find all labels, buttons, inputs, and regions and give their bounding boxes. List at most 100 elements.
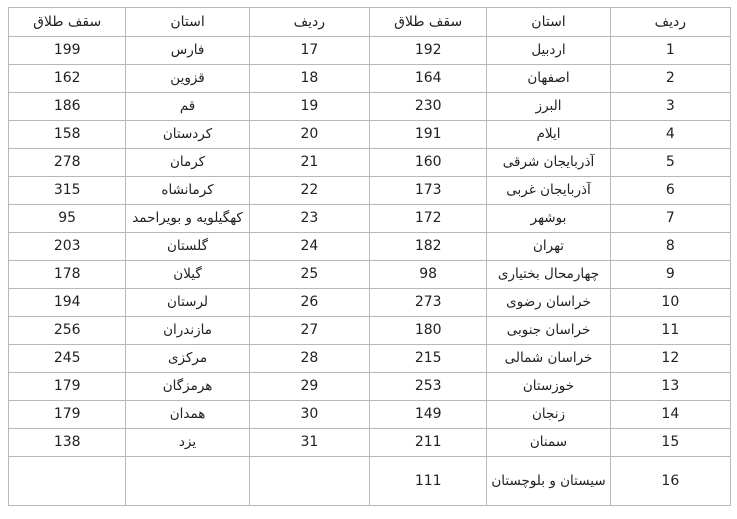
row-number-cell: 4 bbox=[609, 120, 732, 149]
row-number-cell: 18 bbox=[248, 64, 371, 93]
row-number-cell: 15 bbox=[609, 428, 732, 457]
divorce-limit-table-container: ردیف استان سقف طلاق ردیف استان سقف طلاق … bbox=[7, 7, 732, 506]
table-row: 7 بوشهر 172 23 کهگیلویه و بویراحمد 95 bbox=[7, 204, 732, 233]
header-province: استان bbox=[486, 7, 611, 37]
table-row: 9 چهارمحال بختیاری 98 25 گیلان 178 bbox=[7, 260, 732, 289]
divorce-limit-cell: 211 bbox=[369, 428, 488, 457]
divorce-limit-cell: 253 bbox=[369, 372, 488, 401]
table-row: 5 آذربایجان شرقی 160 21 کرمان 278 bbox=[7, 148, 732, 177]
divorce-limit-cell: 192 bbox=[369, 36, 488, 65]
divorce-limit-cell: 138 bbox=[7, 428, 127, 457]
province-name-cell: آذربایجان شرقی bbox=[486, 148, 611, 177]
province-name-cell: مازندران bbox=[125, 316, 250, 345]
province-name-cell: البرز bbox=[486, 92, 611, 121]
row-number-cell: 3 bbox=[609, 92, 732, 121]
divorce-limit-cell: 180 bbox=[369, 316, 488, 345]
divorce-limit-cell: 194 bbox=[7, 288, 127, 317]
row-number-cell: 31 bbox=[248, 428, 371, 457]
row-number-cell: 2 bbox=[609, 64, 732, 93]
province-name-cell: کرمانشاه bbox=[125, 176, 250, 205]
province-name-cell: زنجان bbox=[486, 400, 611, 429]
row-number-cell: 27 bbox=[248, 316, 371, 345]
row-number-cell: 20 bbox=[248, 120, 371, 149]
province-name-cell: خراسان رضوی bbox=[486, 288, 611, 317]
divorce-limit-cell: 158 bbox=[7, 120, 127, 149]
divorce-limit-cell: 215 bbox=[369, 344, 488, 373]
divorce-limit-cell: 273 bbox=[369, 288, 488, 317]
divorce-limit-cell: 278 bbox=[7, 148, 127, 177]
divorce-limit-cell: 199 bbox=[7, 36, 127, 65]
divorce-limit-cell: 256 bbox=[7, 316, 127, 345]
row-number-cell bbox=[248, 456, 371, 506]
header-divorce-limit: سقف طلاق bbox=[369, 7, 488, 37]
table-row: 2 اصفهان 164 18 قزوین 162 bbox=[7, 64, 732, 93]
divorce-limit-cell: 315 bbox=[7, 176, 127, 205]
row-number-cell: 8 bbox=[609, 232, 732, 261]
province-name-cell: آذربایجان غربی bbox=[486, 176, 611, 205]
divorce-limit-cell: 164 bbox=[369, 64, 488, 93]
province-name-cell: مرکزی bbox=[125, 344, 250, 373]
province-name-cell: گلستان bbox=[125, 232, 250, 261]
table-row: 3 البرز 230 19 قم 186 bbox=[7, 92, 732, 121]
row-number-cell: 23 bbox=[248, 204, 371, 233]
province-name-cell: قم bbox=[125, 92, 250, 121]
province-name-cell: سمنان bbox=[486, 428, 611, 457]
header-row-number: ردیف bbox=[609, 7, 732, 37]
divorce-limit-cell: 191 bbox=[369, 120, 488, 149]
divorce-limit-cell: 179 bbox=[7, 400, 127, 429]
divorce-limit-cell: 173 bbox=[369, 176, 488, 205]
province-name-cell: هرمزگان bbox=[125, 372, 250, 401]
table-body: 1 اردبیل 192 17 فارس 199 2 اصفهان 164 18 قزوین 162 3… bbox=[7, 36, 732, 506]
row-number-cell: 12 bbox=[609, 344, 732, 373]
row-number-cell: 10 bbox=[609, 288, 732, 317]
row-number-cell: 21 bbox=[248, 148, 371, 177]
province-name-cell: یزد bbox=[125, 428, 250, 457]
province-name-cell bbox=[125, 456, 250, 506]
province-name-cell: چهارمحال بختیاری bbox=[486, 260, 611, 289]
row-number-cell: 28 bbox=[248, 344, 371, 373]
row-number-cell: 6 bbox=[609, 176, 732, 205]
table-row: 12 خراسان شمالی 215 28 مرکزی 245 bbox=[7, 344, 732, 373]
row-number-cell: 19 bbox=[248, 92, 371, 121]
row-number-cell: 17 bbox=[248, 36, 371, 65]
divorce-limit-cell: 230 bbox=[369, 92, 488, 121]
province-name-cell: بوشهر bbox=[486, 204, 611, 233]
table-row: 8 تهران 182 24 گلستان 203 bbox=[7, 232, 732, 261]
row-number-cell: 16 bbox=[609, 456, 732, 506]
row-number-cell: 14 bbox=[609, 400, 732, 429]
table-row: 13 خوزستان 253 29 هرمزگان 179 bbox=[7, 372, 732, 401]
row-number-cell: 22 bbox=[248, 176, 371, 205]
divorce-limit-cell: 95 bbox=[7, 204, 127, 233]
province-name-cell: اردبیل bbox=[486, 36, 611, 65]
row-number-cell: 9 bbox=[609, 260, 732, 289]
province-name-cell: خراسان جنوبی bbox=[486, 316, 611, 345]
divorce-limit-cell: 111 bbox=[369, 456, 488, 506]
row-number-cell: 11 bbox=[609, 316, 732, 345]
header-divorce-limit: سقف طلاق bbox=[7, 7, 127, 37]
divorce-limit-cell: 149 bbox=[369, 400, 488, 429]
table-row: 1 اردبیل 192 17 فارس 199 bbox=[7, 36, 732, 65]
divorce-limit-cell: 179 bbox=[7, 372, 127, 401]
divorce-limit-cell: 186 bbox=[7, 92, 127, 121]
divorce-limit-cell: 98 bbox=[369, 260, 488, 289]
province-name-cell: فارس bbox=[125, 36, 250, 65]
table-row: 16 سیستان و بلوچستان 111 bbox=[7, 456, 732, 506]
divorce-limit-cell: 178 bbox=[7, 260, 127, 289]
row-number-cell: 29 bbox=[248, 372, 371, 401]
header-province: استان bbox=[125, 7, 250, 37]
province-name-cell: لرستان bbox=[125, 288, 250, 317]
table-row: 10 خراسان رضوی 273 26 لرستان 194 bbox=[7, 288, 732, 317]
row-number-cell: 5 bbox=[609, 148, 732, 177]
province-name-cell: خراسان شمالی bbox=[486, 344, 611, 373]
divorce-limit-table: ردیف استان سقف طلاق ردیف استان سقف طلاق … bbox=[7, 7, 732, 506]
divorce-limit-cell: 162 bbox=[7, 64, 127, 93]
province-name-cell: قزوین bbox=[125, 64, 250, 93]
divorce-limit-cell: 172 bbox=[369, 204, 488, 233]
divorce-limit-cell bbox=[7, 456, 127, 506]
divorce-limit-cell: 182 bbox=[369, 232, 488, 261]
table-row: 4 ایلام 191 20 کردستان 158 bbox=[7, 120, 732, 149]
row-number-cell: 25 bbox=[248, 260, 371, 289]
divorce-limit-cell: 203 bbox=[7, 232, 127, 261]
table-row: 6 آذربایجان غربی 173 22 کرمانشاه 315 bbox=[7, 176, 732, 205]
row-number-cell: 1 bbox=[609, 36, 732, 65]
